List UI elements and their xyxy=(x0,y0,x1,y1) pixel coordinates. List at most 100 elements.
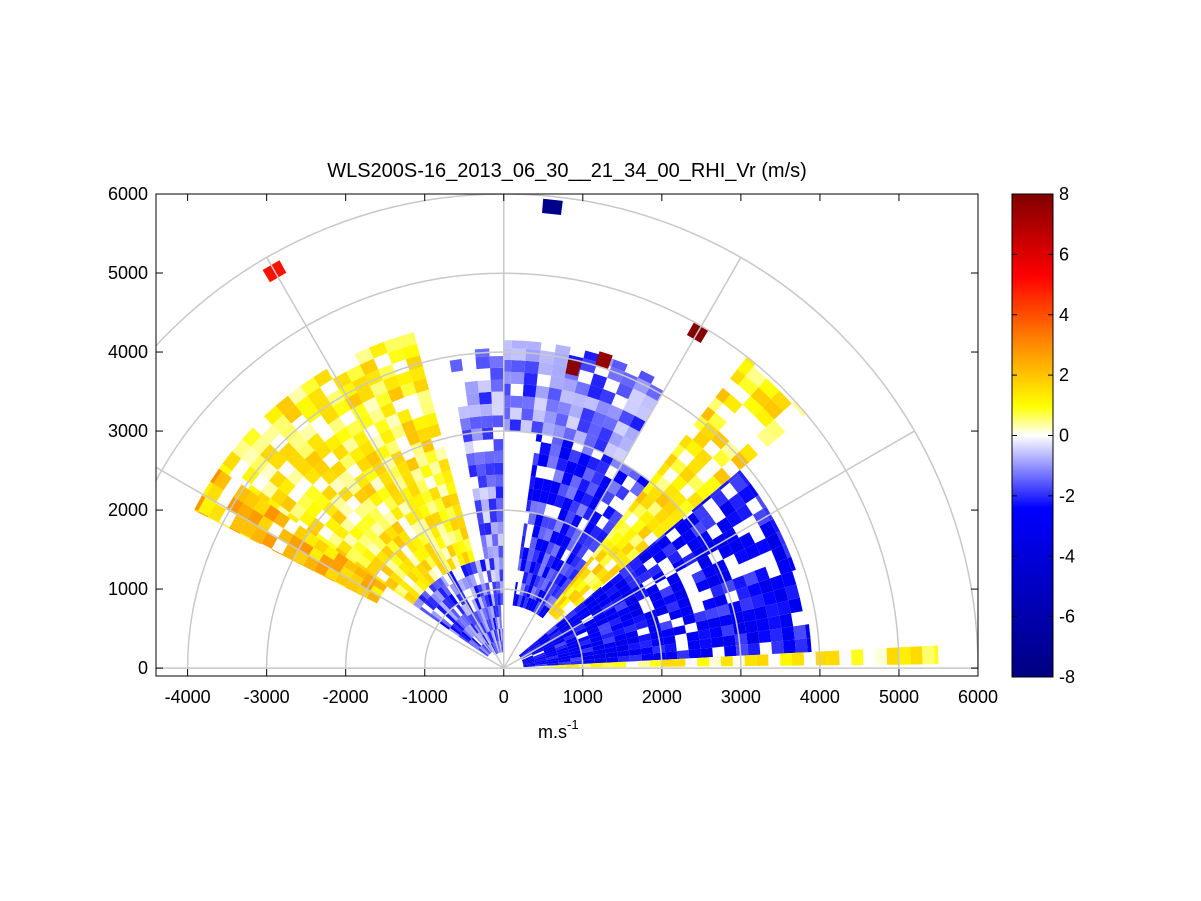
colorbar-tick-label: -4 xyxy=(1059,546,1075,566)
velocity-cell xyxy=(603,641,617,649)
velocity-cell xyxy=(613,518,625,532)
velocity-cell xyxy=(418,503,431,519)
velocity-cell xyxy=(606,404,624,421)
velocity-cell xyxy=(543,665,556,668)
velocity-cell xyxy=(610,572,624,586)
velocity-cell xyxy=(672,625,687,636)
velocity-cell xyxy=(569,653,582,659)
velocity-cell xyxy=(432,580,442,590)
x-tick-label: -2000 xyxy=(323,687,369,707)
velocity-cell xyxy=(758,578,774,594)
velocity-cell xyxy=(411,566,424,580)
velocity-cell xyxy=(461,577,470,590)
velocity-cell xyxy=(806,638,812,653)
velocity-cell xyxy=(617,655,631,663)
velocity-cell xyxy=(617,522,632,537)
velocity-cell xyxy=(558,658,571,663)
velocity-cell xyxy=(578,610,592,621)
velocity-cell xyxy=(414,453,429,468)
velocity-cell xyxy=(702,597,717,611)
velocity-cell xyxy=(555,617,568,628)
velocity-cell xyxy=(580,647,594,654)
velocity-cell xyxy=(464,380,479,395)
velocity-cell xyxy=(538,591,548,604)
x-tick-label: 5000 xyxy=(879,687,919,707)
velocity-cell xyxy=(477,596,485,609)
velocity-cell xyxy=(691,569,707,584)
velocity-cell xyxy=(581,651,594,657)
velocity-cell xyxy=(532,409,546,423)
velocity-cell xyxy=(523,663,536,667)
velocity-cell xyxy=(664,643,677,653)
velocity-cell xyxy=(567,613,579,624)
velocity-cell xyxy=(545,399,560,413)
velocity-cell xyxy=(435,549,447,563)
velocity-cell xyxy=(533,397,548,411)
velocity-cell xyxy=(611,359,628,372)
velocity-cell xyxy=(556,595,568,607)
velocity-cell xyxy=(441,533,452,547)
chart-title: WLS200S-16_2013_06_30__21_34_00_RHI_Vr (… xyxy=(327,160,807,182)
velocity-cell xyxy=(521,652,533,660)
velocity-cell xyxy=(406,570,420,584)
velocity-cell xyxy=(486,474,496,488)
velocity-cell xyxy=(520,535,526,548)
velocity-cell xyxy=(586,626,600,636)
velocity-cell xyxy=(522,584,530,597)
velocity-cell xyxy=(569,617,582,627)
velocity-cell xyxy=(696,619,710,632)
velocity-cell xyxy=(335,547,348,558)
velocity-cell xyxy=(462,629,473,639)
velocity-cell xyxy=(462,603,472,616)
velocity-cell xyxy=(453,528,464,542)
velocity-cell xyxy=(635,589,649,602)
velocity-cell xyxy=(721,624,735,637)
velocity-cell xyxy=(484,582,491,595)
velocity-cell xyxy=(484,594,490,608)
velocity-cell xyxy=(707,412,727,431)
velocity-cell xyxy=(404,511,418,526)
velocity-cell xyxy=(707,616,722,629)
y-tick-label: 6000 xyxy=(108,184,148,204)
velocity-cell xyxy=(537,632,547,641)
velocity-cell xyxy=(424,449,438,465)
velocity-cell xyxy=(485,619,492,632)
velocity-cell xyxy=(243,491,261,510)
velocity-cell xyxy=(540,578,550,592)
velocity-cell xyxy=(525,572,533,586)
velocity-cell xyxy=(631,518,646,534)
velocity-cell xyxy=(359,358,379,376)
velocity-cell xyxy=(551,363,567,378)
velocity-cell xyxy=(562,629,575,639)
velocity-cell xyxy=(573,430,588,445)
velocity-cell xyxy=(324,517,341,533)
velocity-cell xyxy=(657,462,670,477)
velocity-feature xyxy=(565,359,582,377)
velocity-cell xyxy=(383,496,398,512)
velocity-cell xyxy=(302,405,322,424)
velocity-cell xyxy=(292,550,309,566)
velocity-cell xyxy=(615,638,628,647)
velocity-cell xyxy=(898,646,911,665)
velocity-cell xyxy=(718,480,730,491)
velocity-cell xyxy=(416,427,431,442)
velocity-cell xyxy=(380,564,394,577)
velocity-cell xyxy=(368,407,386,424)
velocity-cell xyxy=(583,433,598,449)
velocity-cell xyxy=(432,472,446,487)
velocity-cell xyxy=(381,545,395,559)
velocity-cell xyxy=(674,520,691,536)
velocity-cell xyxy=(385,439,401,456)
velocity-cell xyxy=(497,521,504,534)
velocity-cell xyxy=(561,471,574,486)
velocity-cell xyxy=(369,434,385,451)
velocity-cell xyxy=(652,597,666,610)
velocity-cell xyxy=(540,539,550,553)
velocity-cell xyxy=(306,501,323,518)
velocity-cell xyxy=(269,470,287,489)
velocity-cell xyxy=(687,474,705,492)
velocity-cell xyxy=(467,615,476,626)
velocity-cell xyxy=(371,556,385,570)
velocity-cell xyxy=(569,574,580,586)
velocity-cell xyxy=(593,648,606,656)
